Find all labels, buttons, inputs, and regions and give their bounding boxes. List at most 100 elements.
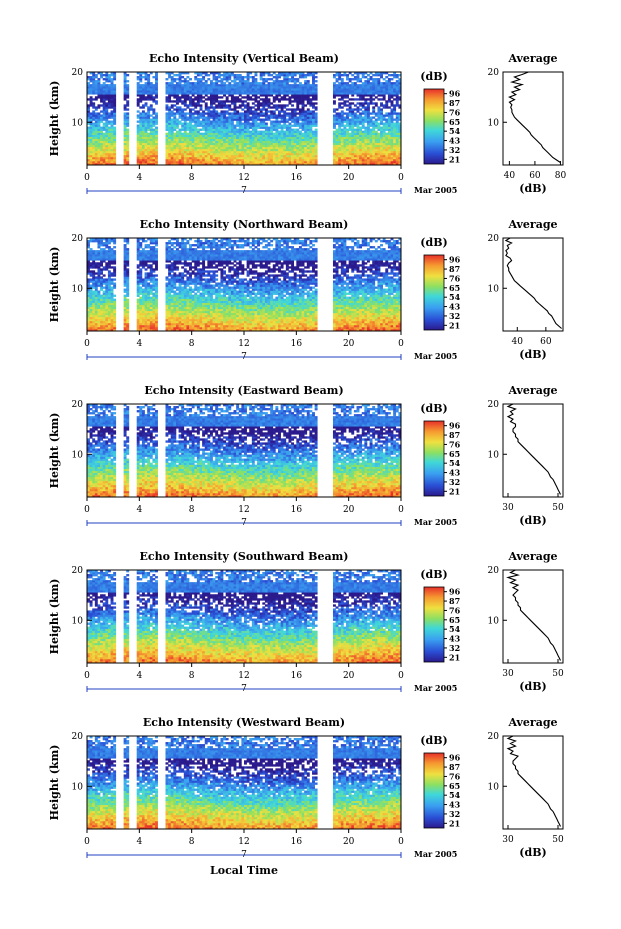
heatmap-cell <box>100 76 103 78</box>
heatmap-cell <box>336 149 339 151</box>
heatmap-cell <box>380 323 383 325</box>
heatmap-cell <box>197 327 200 329</box>
heatmap-cell <box>257 143 260 145</box>
heatmap-cell <box>173 104 176 106</box>
heatmap-cell <box>304 149 307 151</box>
heatmap-cell <box>241 104 244 106</box>
heatmap-cell <box>270 125 273 127</box>
heatmap-cell <box>346 325 349 327</box>
heatmap-cell <box>137 116 140 118</box>
heatmap-cell <box>288 100 291 102</box>
heatmap-cell <box>315 161 318 163</box>
heatmap-cell <box>205 143 208 145</box>
heatmap-cell <box>186 90 189 92</box>
heatmap-cell <box>95 125 98 127</box>
heatmap-cell <box>349 141 352 143</box>
heatmap-cell <box>108 145 111 147</box>
heatmap-cell <box>145 92 148 94</box>
heatmap-cell <box>346 153 349 155</box>
heatmap-cell <box>97 139 100 141</box>
heatmap-cell <box>150 143 153 145</box>
heatmap-cell <box>349 110 352 112</box>
heatmap-cell <box>304 84 307 86</box>
heatmap-cell <box>197 84 200 86</box>
heatmap-cell <box>338 125 341 127</box>
heatmap-cell <box>273 129 276 131</box>
heatmap-cell <box>367 80 370 82</box>
heatmap-cell <box>166 116 169 118</box>
heatmap-cell <box>283 125 286 127</box>
heatmap-cell <box>213 153 216 155</box>
heatmap-cell <box>343 92 346 94</box>
heatmap-cell <box>215 116 218 118</box>
heatmap-cell <box>192 94 195 96</box>
heatmap-cell <box>370 133 373 135</box>
heatmap-cell <box>294 137 297 139</box>
heatmap-cell <box>341 106 344 108</box>
date-marker: 7 <box>241 186 247 196</box>
heatmap-cell <box>205 121 208 123</box>
heatmap-cell <box>189 84 192 86</box>
heatmap-cell <box>249 119 252 121</box>
heatmap-cell <box>383 135 386 137</box>
heatmap-cell <box>207 327 210 329</box>
heatmap-cell <box>278 88 281 90</box>
heatmap-cell <box>393 108 396 110</box>
heatmap-cell <box>364 116 367 118</box>
heatmap-cell <box>220 145 223 147</box>
heatmap-cell <box>150 125 153 127</box>
heatmap-cell <box>333 96 336 98</box>
heatmap-cell <box>150 88 153 90</box>
heatmap-cell <box>139 84 142 86</box>
heatmap-cell <box>391 74 394 76</box>
heatmap-cell <box>247 161 250 163</box>
heatmap-cell <box>231 139 234 141</box>
heatmap-cell <box>179 131 182 133</box>
heatmap-cell <box>189 145 192 147</box>
heatmap-cell <box>364 325 367 327</box>
heatmap-cell <box>286 76 289 78</box>
heatmap-cell <box>194 102 197 104</box>
heatmap-cell <box>92 102 95 104</box>
heatmap-cell <box>315 114 318 116</box>
heatmap-cell <box>268 159 271 161</box>
heatmap-cell <box>147 74 150 76</box>
heatmap-cell <box>370 131 373 133</box>
heatmap-cell <box>275 96 278 98</box>
heatmap-cell <box>349 127 352 129</box>
heatmap-cell <box>343 143 346 145</box>
heatmap-cell <box>383 125 386 127</box>
heatmap-cell <box>139 94 142 96</box>
heatmap-cell <box>359 133 362 135</box>
heatmap-cell <box>354 145 357 147</box>
heatmap-cell <box>257 106 260 108</box>
heatmap-cell <box>377 135 380 137</box>
heatmap-cell <box>192 129 195 131</box>
heatmap-cell <box>155 82 158 84</box>
heatmap-cell <box>359 104 362 106</box>
heatmap-cell <box>254 157 257 159</box>
heatmap-cell <box>270 149 273 151</box>
heatmap-cell <box>108 155 111 157</box>
heatmap-cell <box>147 90 150 92</box>
heatmap-cell <box>396 147 399 149</box>
heatmap-cell <box>249 123 252 125</box>
heatmap-cell <box>283 133 286 135</box>
heatmap-cell <box>100 319 103 321</box>
heatmap-cell <box>278 116 281 118</box>
heatmap-cell <box>252 159 255 161</box>
heatmap-cell <box>372 133 375 135</box>
heatmap-cell <box>210 94 213 96</box>
heatmap-cell <box>257 102 260 104</box>
heatmap-cell <box>92 159 95 161</box>
heatmap-cell <box>370 98 373 100</box>
heatmap-cell <box>307 141 310 143</box>
heatmap-cell <box>184 131 187 133</box>
heatmap-cell <box>239 74 242 76</box>
heatmap-cell <box>241 76 244 78</box>
heatmap-cell <box>105 157 108 159</box>
heatmap-cell <box>145 123 148 125</box>
heatmap-cell <box>377 106 380 108</box>
heatmap-cell <box>155 151 158 153</box>
heatmap-cell <box>142 90 145 92</box>
